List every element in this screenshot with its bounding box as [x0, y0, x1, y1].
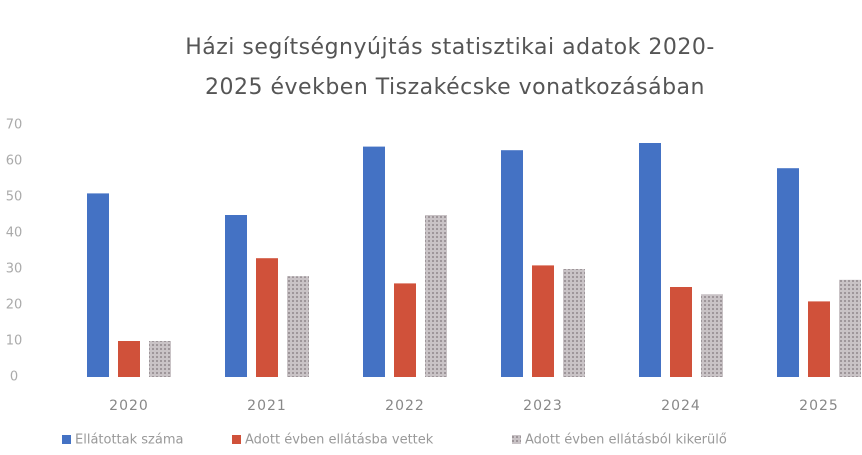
bar	[87, 193, 109, 377]
legend-label: Adott évben ellátásba vettek	[245, 433, 434, 448]
y-tick-label: 10	[6, 334, 23, 349]
y-tick-label: 50	[6, 190, 23, 205]
legend-label: Adott évben ellátásból kikerülő	[525, 433, 727, 448]
y-tick-label: 40	[6, 226, 23, 241]
chart-title: Házi segítségnyújtás statisztikai adatok…	[185, 35, 715, 60]
bar	[670, 287, 692, 377]
bar	[532, 265, 554, 377]
bar	[149, 341, 171, 377]
bar	[256, 258, 278, 377]
x-tick-label: 2023	[523, 398, 563, 414]
x-tick-label: 2025	[799, 398, 839, 414]
bar	[639, 143, 661, 377]
chart-title: 2025 években Tiszakécske vonatkozásában	[205, 75, 705, 100]
bar	[563, 269, 585, 377]
legend-swatch	[512, 435, 521, 444]
bar	[701, 294, 723, 377]
bar	[839, 279, 861, 377]
y-tick-label: 30	[6, 262, 23, 277]
y-tick-label: 70	[6, 118, 23, 133]
legend-label: Ellátottak száma	[75, 433, 183, 448]
bar	[777, 168, 799, 377]
x-tick-label: 2021	[247, 398, 287, 414]
y-tick-label: 60	[6, 154, 23, 169]
x-tick-label: 2024	[661, 398, 701, 414]
x-tick-label: 2022	[385, 398, 425, 414]
bar	[287, 276, 309, 377]
x-tick-label: 2020	[109, 398, 149, 414]
bar	[394, 283, 416, 377]
y-tick-label: 0	[10, 370, 18, 385]
bar	[425, 215, 447, 377]
bar	[118, 341, 140, 377]
y-tick-label: 20	[6, 298, 23, 313]
legend-swatch	[62, 435, 71, 444]
legend-swatch	[232, 435, 241, 444]
bar	[363, 146, 385, 377]
bar	[501, 150, 523, 377]
bar	[808, 301, 830, 377]
bar	[225, 215, 247, 377]
